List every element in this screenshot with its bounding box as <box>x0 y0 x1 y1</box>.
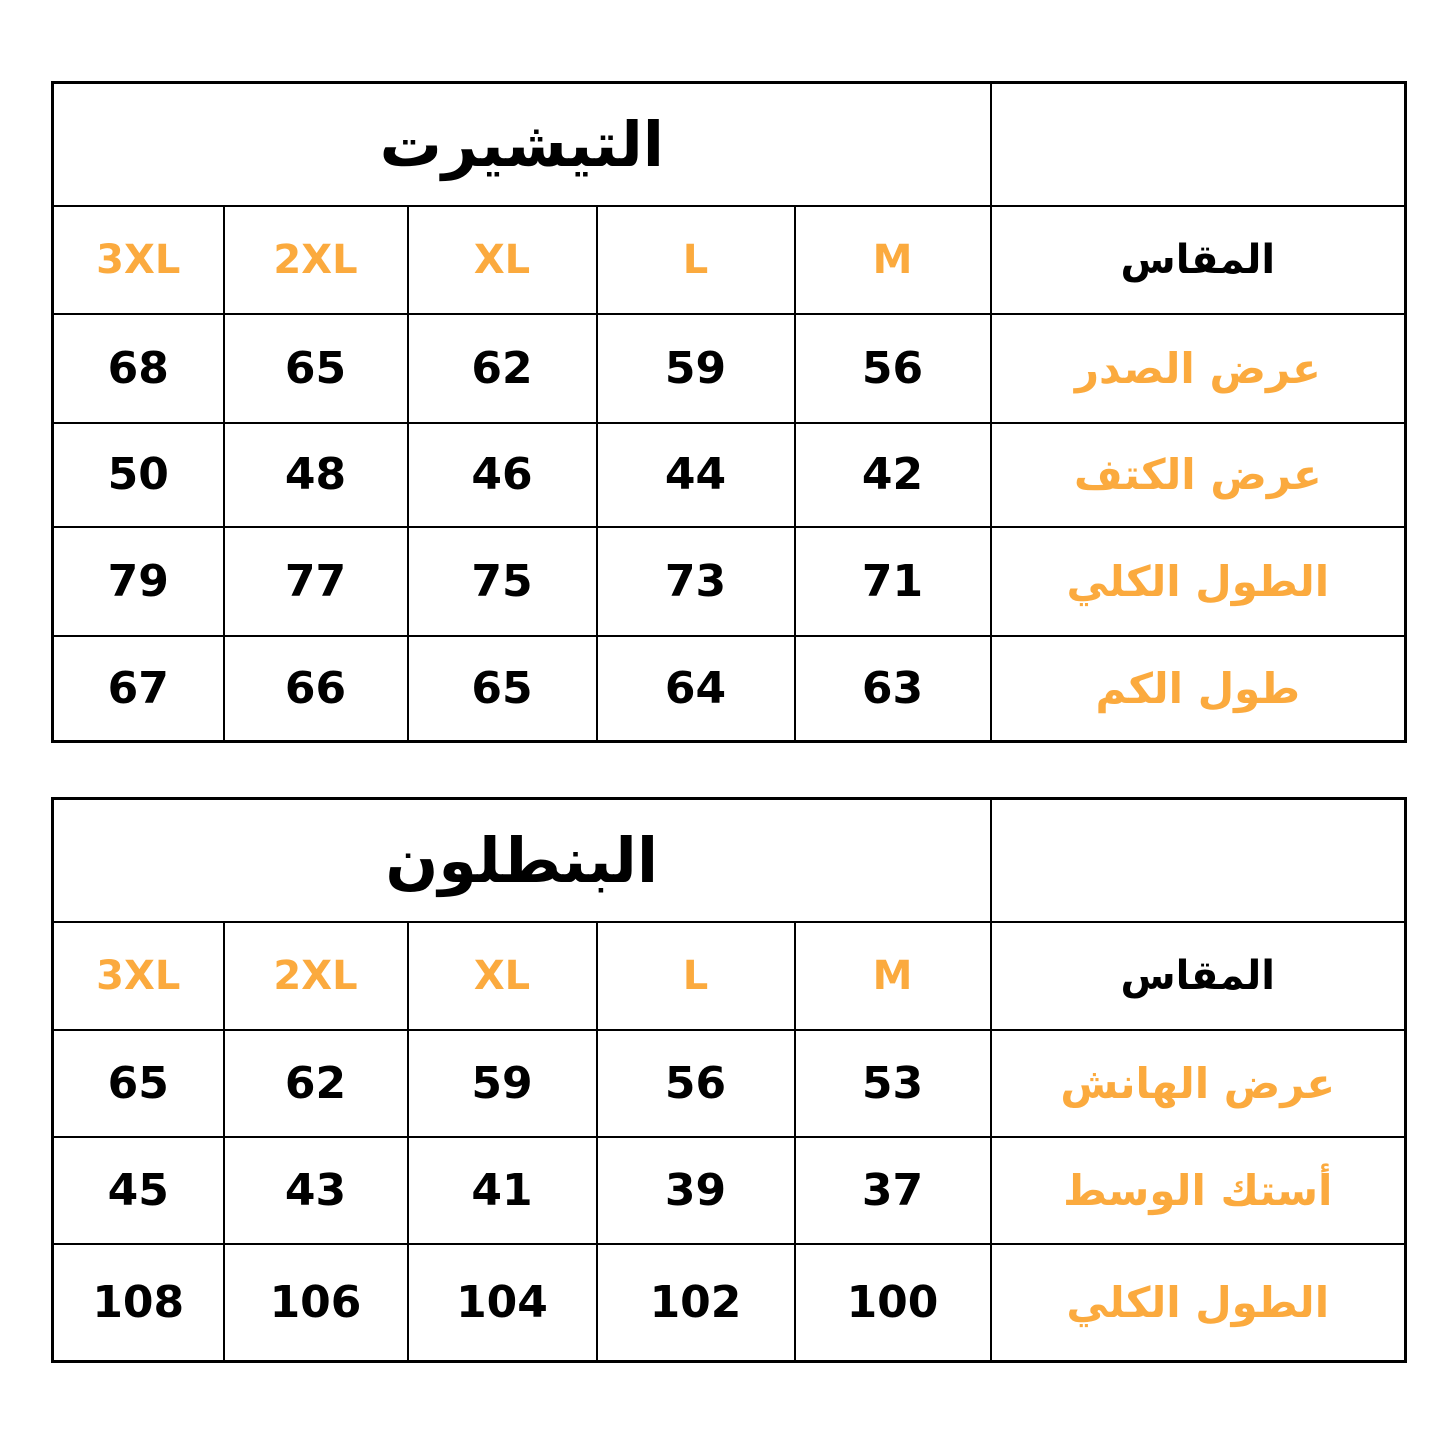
table-title: البنطلون <box>51 797 992 923</box>
measurement-label: عرض الهانش <box>989 1028 1407 1138</box>
tshirt-size-table: التيشيرت 3XL 2XL XL L M المقاس 68 65 62 59 56 عرض ال… <box>51 81 1408 743</box>
measurement-value: 44 <box>595 421 796 528</box>
measurement-value: 71 <box>793 525 992 637</box>
size-header: L <box>595 204 796 315</box>
table-title: التيشيرت <box>51 81 992 207</box>
size-header: XL <box>406 920 598 1031</box>
measurement-label: عرض الصدر <box>989 312 1407 424</box>
measurement-value: 56 <box>595 1028 796 1138</box>
measurement-value: 100 <box>793 1242 992 1363</box>
measurement-value: 50 <box>51 421 225 528</box>
table-row: 68 65 62 59 56 عرض الصدر <box>51 312 1407 424</box>
size-header: 3XL <box>51 204 225 315</box>
measurement-label: الطول الكلي <box>989 1242 1407 1363</box>
measurement-value: 65 <box>51 1028 225 1138</box>
measurement-value: 68 <box>51 312 225 424</box>
measurement-value: 75 <box>406 525 598 637</box>
pants-size-table: البنطلون 3XL 2XL XL L M المقاس 65 62 59 56 53 عرض ال… <box>51 797 1407 1363</box>
table-row: 65 62 59 56 53 عرض الهانش <box>51 1028 1407 1138</box>
measurement-label: عرض الكتف <box>989 421 1407 528</box>
table-row: 50 48 46 44 42 عرض الكتف <box>51 421 1407 528</box>
size-header-row: 3XL 2XL XL L M المقاس <box>51 920 1407 1031</box>
title-row: التيشيرت <box>51 81 1407 207</box>
title-row: البنطلون <box>51 797 1407 923</box>
empty-corner-cell <box>989 797 1407 923</box>
table-row: 67 66 65 64 63 طول الكم <box>51 634 1407 743</box>
size-label: المقاس <box>989 204 1407 315</box>
measurement-label: طول الكم <box>989 634 1407 743</box>
measurement-value: 108 <box>51 1242 225 1363</box>
measurement-value: 66 <box>222 634 409 743</box>
measurement-value: 77 <box>222 525 409 637</box>
measurement-value: 41 <box>406 1135 598 1245</box>
measurement-value: 106 <box>222 1242 409 1363</box>
measurement-label: الطول الكلي <box>989 525 1407 637</box>
size-label: المقاس <box>989 920 1407 1031</box>
size-header-row: 3XL 2XL XL L M المقاس <box>51 204 1407 315</box>
measurement-value: 65 <box>222 312 409 424</box>
measurement-value: 102 <box>595 1242 796 1363</box>
measurement-value: 73 <box>595 525 796 637</box>
measurement-value: 53 <box>793 1028 992 1138</box>
measurement-value: 63 <box>793 634 992 743</box>
empty-corner-cell <box>989 81 1407 207</box>
measurement-value: 37 <box>793 1135 992 1245</box>
measurement-value: 48 <box>222 421 409 528</box>
measurement-label: أستك الوسط <box>989 1135 1407 1245</box>
measurement-value: 67 <box>51 634 225 743</box>
size-header: XL <box>406 204 598 315</box>
measurement-value: 42 <box>793 421 992 528</box>
measurement-value: 62 <box>406 312 598 424</box>
measurement-value: 45 <box>51 1135 225 1245</box>
measurement-value: 39 <box>595 1135 796 1245</box>
measurement-value: 104 <box>406 1242 598 1363</box>
table-row: 45 43 41 39 37 أستك الوسط <box>51 1135 1407 1245</box>
measurement-value: 46 <box>406 421 598 528</box>
size-header: 2XL <box>222 920 409 1031</box>
size-header: M <box>793 204 992 315</box>
size-header: L <box>595 920 796 1031</box>
measurement-value: 59 <box>595 312 796 424</box>
measurement-value: 59 <box>406 1028 598 1138</box>
measurement-value: 62 <box>222 1028 409 1138</box>
table-row: 108 106 104 102 100 الطول الكلي <box>51 1242 1407 1363</box>
measurement-value: 65 <box>406 634 598 743</box>
size-header: 3XL <box>51 920 225 1031</box>
size-header: M <box>793 920 992 1031</box>
table-row: 79 77 75 73 71 الطول الكلي <box>51 525 1407 637</box>
measurement-value: 43 <box>222 1135 409 1245</box>
measurement-value: 79 <box>51 525 225 637</box>
size-header: 2XL <box>222 204 409 315</box>
measurement-value: 56 <box>793 312 992 424</box>
measurement-value: 64 <box>595 634 796 743</box>
